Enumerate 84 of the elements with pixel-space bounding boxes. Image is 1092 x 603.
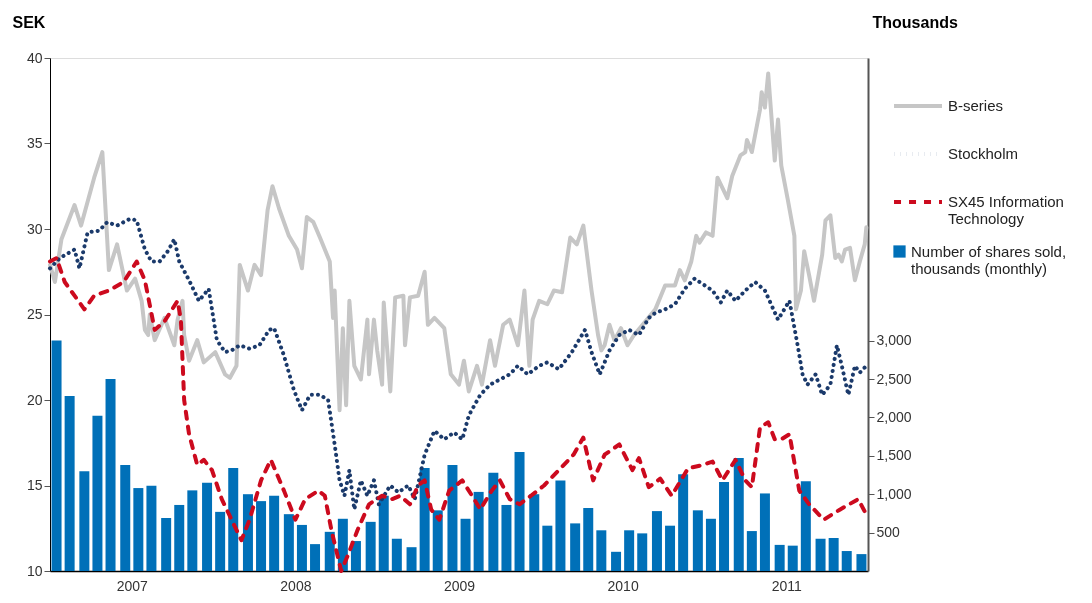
- bar: [596, 530, 607, 571]
- bar: [92, 415, 103, 571]
- legend-label: Stockholm: [948, 145, 1019, 162]
- bar: [473, 491, 484, 571]
- bar: [256, 501, 267, 571]
- bar: [746, 531, 757, 571]
- y2-tick-label: 500: [876, 524, 901, 541]
- bar: [611, 551, 622, 571]
- bar: [583, 508, 594, 571]
- bar: [296, 524, 307, 571]
- y-tick-label: 10: [26, 562, 43, 579]
- bar: [719, 481, 730, 571]
- y2-axis-title: Thousands: [872, 13, 958, 31]
- bar: [488, 472, 499, 571]
- bar: [678, 474, 689, 571]
- bar: [705, 518, 716, 571]
- bar: [637, 533, 648, 571]
- bar: [350, 541, 361, 571]
- y-tick-label: 35: [26, 135, 43, 151]
- y-axis-title: SEK: [12, 13, 46, 31]
- y2-tick-label: 3,000: [876, 332, 912, 349]
- bar: [391, 538, 402, 571]
- bar: [120, 465, 131, 571]
- y-tick-label: 20: [26, 391, 43, 408]
- x-tick-label: 2009: [443, 577, 476, 594]
- y-tick-label: 30: [26, 220, 43, 237]
- y-tick-label: 15: [26, 477, 43, 493]
- bar: [378, 495, 389, 571]
- bar: [228, 468, 239, 571]
- bar: [269, 495, 280, 571]
- bar: [324, 531, 335, 571]
- bar: [828, 537, 839, 571]
- y-tick-label: 40: [26, 49, 43, 66]
- x-tick-label: 2008: [280, 577, 312, 594]
- bar: [51, 340, 62, 571]
- y2-tick-label: 2,000: [876, 408, 912, 425]
- x-tick-label: 2010: [607, 577, 639, 594]
- line-series: [48, 216, 869, 512]
- bar: [514, 451, 525, 571]
- bar: [555, 480, 566, 571]
- bar: [665, 525, 676, 571]
- x-tick-label: 2007: [116, 577, 149, 594]
- bar: [365, 521, 376, 571]
- legend-label: Number of shares sold, thousands (monthly): [911, 242, 1067, 277]
- bar: [105, 379, 116, 571]
- bar: [79, 471, 90, 571]
- bar: [501, 504, 512, 571]
- bar: [542, 525, 553, 571]
- bar: [815, 538, 826, 571]
- legend-label: B-series: [948, 97, 1004, 114]
- bar: [787, 545, 798, 571]
- legend-label: SX45 Information Technology: [948, 193, 1064, 227]
- bar: [841, 551, 852, 571]
- bar: [529, 494, 540, 571]
- bar: [419, 468, 430, 571]
- bar: [651, 511, 662, 571]
- bar: [570, 523, 581, 571]
- bar: [774, 544, 785, 571]
- line-series: [48, 71, 869, 413]
- bar: [856, 554, 867, 571]
- bar: [133, 488, 144, 571]
- bar: [202, 482, 213, 571]
- bar: [283, 514, 294, 571]
- bar: [759, 493, 770, 571]
- bar: [800, 481, 811, 571]
- bar: [187, 490, 198, 571]
- bar: [161, 518, 172, 571]
- bar: [146, 485, 157, 571]
- bar: [460, 518, 471, 571]
- y2-tick-label: 1,000: [876, 485, 912, 502]
- y2-tick-label: 1,500: [876, 447, 912, 464]
- bar: [733, 458, 744, 571]
- bar: [432, 510, 443, 571]
- x-tick-label: 2011: [771, 577, 802, 594]
- y2-tick-label: 2,500: [876, 370, 912, 387]
- bar: [447, 465, 458, 571]
- y-tick-label: 25: [26, 306, 43, 322]
- bar: [406, 547, 417, 571]
- bar: [215, 511, 226, 571]
- bar: [174, 504, 185, 571]
- bar: [624, 530, 635, 571]
- bar: [310, 544, 321, 571]
- bar: [64, 395, 75, 571]
- bar: [692, 510, 703, 571]
